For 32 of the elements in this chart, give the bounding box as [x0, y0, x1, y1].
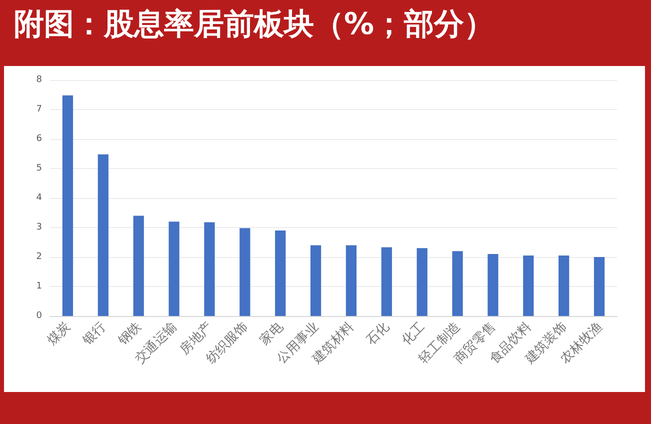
y-tick-label: 2: [36, 252, 42, 262]
x-tick-label: 化工: [398, 318, 428, 348]
bar: [98, 154, 108, 316]
y-tick-label: 0: [36, 311, 42, 321]
bar: [240, 228, 250, 316]
x-tick-label: 钢铁: [114, 318, 144, 348]
bar: [381, 247, 392, 316]
bar: [310, 245, 322, 316]
y-tick-label: 7: [36, 104, 42, 114]
bar: [594, 257, 605, 316]
bar: [488, 254, 498, 316]
bar: [346, 245, 357, 316]
x-tick-label: 煤炭: [44, 318, 74, 348]
chart-title: 附图：股息率居前板块（%；部分）: [13, 6, 496, 44]
x-tick-label: 银行: [78, 318, 108, 348]
x-tick-label: 家电: [256, 318, 286, 348]
y-tick-label: 4: [36, 193, 42, 203]
bar: [133, 216, 144, 316]
bar: [62, 95, 74, 316]
y-tick-label: 1: [36, 282, 42, 292]
bar: [452, 251, 463, 316]
y-tick-label: 6: [36, 134, 42, 144]
bar: [523, 256, 534, 316]
y-tick-label: 8: [36, 75, 42, 85]
bar: [558, 256, 570, 316]
y-tick-label: 3: [36, 222, 42, 232]
bar: [168, 222, 180, 316]
bar: [416, 248, 428, 316]
bar: [204, 222, 215, 316]
bar: [275, 230, 286, 316]
y-tick-label: 5: [36, 164, 42, 174]
x-tick-label: 石化: [362, 318, 392, 348]
